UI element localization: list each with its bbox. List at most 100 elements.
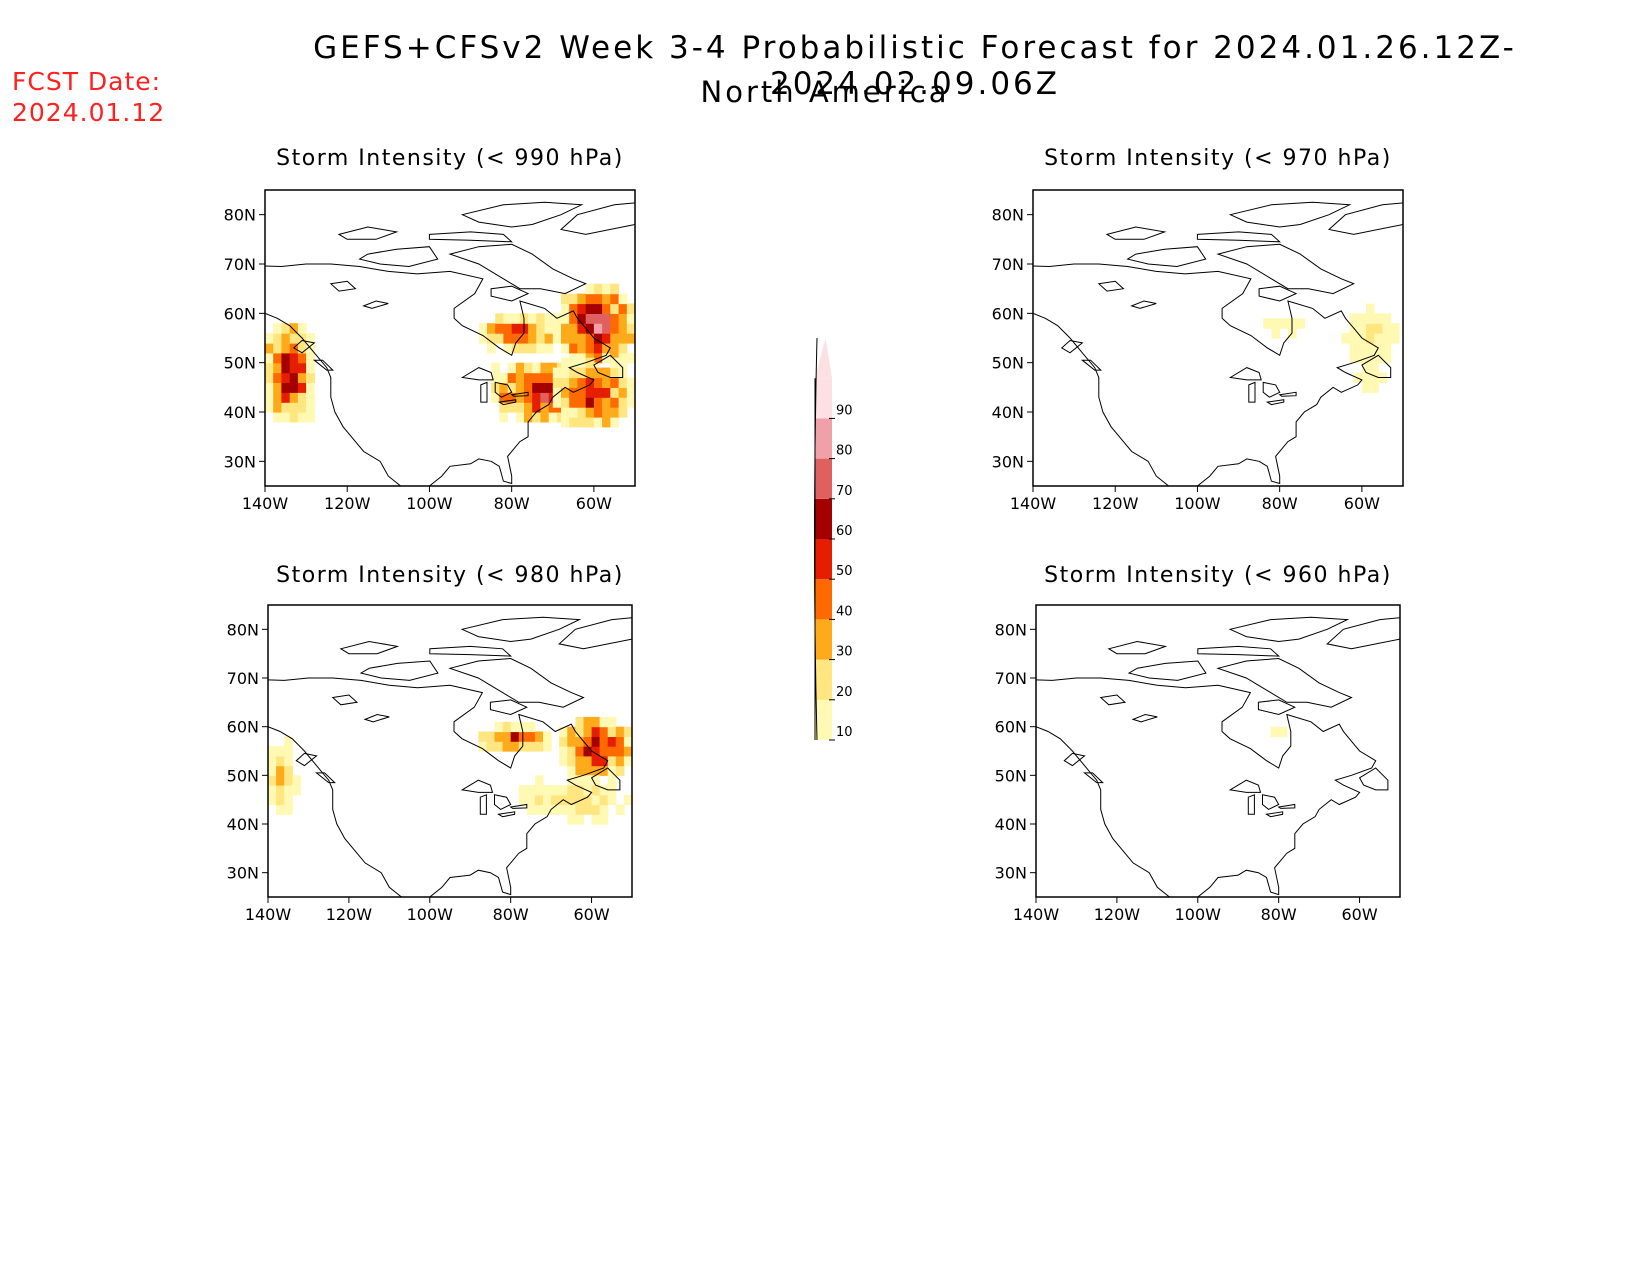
prob-cell xyxy=(586,284,595,295)
prob-cell xyxy=(298,353,307,364)
prob-cell xyxy=(586,294,595,305)
prob-cell xyxy=(619,387,628,398)
island-outline xyxy=(559,615,664,649)
prob-cell xyxy=(584,736,593,746)
prob-cell xyxy=(298,323,307,334)
lon-tick-label: 80W xyxy=(493,905,529,924)
prob-cell xyxy=(616,746,625,756)
prob-cell xyxy=(532,363,541,374)
prob-cell xyxy=(577,343,586,354)
prob-cell xyxy=(561,397,570,408)
prob-cell xyxy=(290,323,299,334)
prob-cell xyxy=(276,795,285,805)
prob-cell xyxy=(616,727,625,737)
prob-cell xyxy=(511,741,520,751)
prob-cell xyxy=(569,313,578,324)
island-outline xyxy=(429,232,511,242)
lake-outline xyxy=(1133,715,1157,722)
prob-cell xyxy=(610,333,619,344)
prob-cell xyxy=(567,795,576,805)
prob-cell xyxy=(1391,333,1400,344)
prob-cell xyxy=(535,732,544,742)
prob-cell xyxy=(536,333,545,344)
prob-cell xyxy=(569,397,578,408)
probability-shading xyxy=(1271,727,1288,737)
colorbar-label: 10 xyxy=(836,725,853,740)
prob-cell xyxy=(561,407,570,418)
probability-shading xyxy=(268,717,633,825)
island-outline xyxy=(430,646,511,656)
prob-cell xyxy=(592,805,601,815)
prob-cell xyxy=(575,795,584,805)
colorbar-box xyxy=(815,499,832,539)
prob-cell xyxy=(536,343,545,354)
figure-subtitle: North America xyxy=(0,75,1650,109)
island-outline xyxy=(317,773,335,783)
island-outline xyxy=(1085,773,1103,783)
colorbar-box xyxy=(815,700,832,740)
prob-cell xyxy=(527,732,536,742)
prob-cell xyxy=(559,746,568,756)
colorbar-box xyxy=(815,378,832,418)
prob-cell xyxy=(508,363,517,374)
prob-cell xyxy=(594,323,603,334)
prob-cell xyxy=(268,785,277,795)
prob-cell xyxy=(584,775,593,785)
prob-cell xyxy=(478,732,487,742)
island-outline xyxy=(450,659,584,708)
map-panel-1: Storm Intensity (< 990 hPa)80N70N60N50N4… xyxy=(224,146,668,513)
colorbar-box xyxy=(815,579,832,619)
island-outline xyxy=(1064,753,1084,765)
prob-cell xyxy=(610,304,619,315)
island-outline xyxy=(361,661,438,680)
lon-tick-label: 140W xyxy=(1013,905,1060,924)
prob-cell xyxy=(306,363,315,374)
prob-cell xyxy=(516,373,525,384)
prob-cell xyxy=(512,313,521,324)
prob-cell xyxy=(594,284,603,295)
prob-cell xyxy=(495,722,504,732)
prob-cell xyxy=(503,333,512,344)
prob-cell xyxy=(600,746,609,756)
prob-cell xyxy=(584,756,593,766)
prob-cell xyxy=(276,756,285,766)
island-outline xyxy=(462,202,581,227)
lake-outline xyxy=(499,812,515,817)
prob-cell xyxy=(273,343,282,354)
prob-cell xyxy=(503,722,512,732)
prob-cell xyxy=(290,382,299,393)
prob-cell xyxy=(527,805,536,815)
prob-cell xyxy=(1382,353,1391,364)
prob-cell xyxy=(292,785,301,795)
prob-cell xyxy=(265,382,274,393)
prob-cell xyxy=(592,717,601,727)
prob-cell xyxy=(1382,333,1391,344)
prob-cell xyxy=(567,785,576,795)
prob-cell xyxy=(268,775,277,785)
island-outline xyxy=(1197,232,1279,242)
prob-cell xyxy=(273,402,282,413)
prob-cell xyxy=(1263,318,1272,329)
lat-tick-label: 70N xyxy=(224,255,256,274)
lake-outline xyxy=(462,780,492,792)
prob-cell xyxy=(567,756,576,766)
prob-cell xyxy=(532,373,541,384)
prob-cell xyxy=(540,373,549,384)
prob-cell xyxy=(495,741,504,751)
prob-cell xyxy=(610,387,619,398)
prob-cell xyxy=(1358,343,1367,354)
prob-cell xyxy=(592,814,601,824)
lat-tick-label: 60N xyxy=(227,718,259,737)
prob-cell xyxy=(1370,363,1379,374)
lake-outline xyxy=(1263,795,1279,810)
prob-cell xyxy=(511,732,520,742)
prob-cell xyxy=(535,785,544,795)
lake-outline xyxy=(480,795,486,815)
lat-tick-label: 30N xyxy=(227,864,259,883)
prob-cell xyxy=(559,785,568,795)
island-outline xyxy=(1107,227,1165,239)
prob-cell xyxy=(499,412,508,423)
colorbar-label: 60 xyxy=(836,524,853,539)
prob-cell xyxy=(273,363,282,374)
prob-cell xyxy=(1391,323,1400,334)
